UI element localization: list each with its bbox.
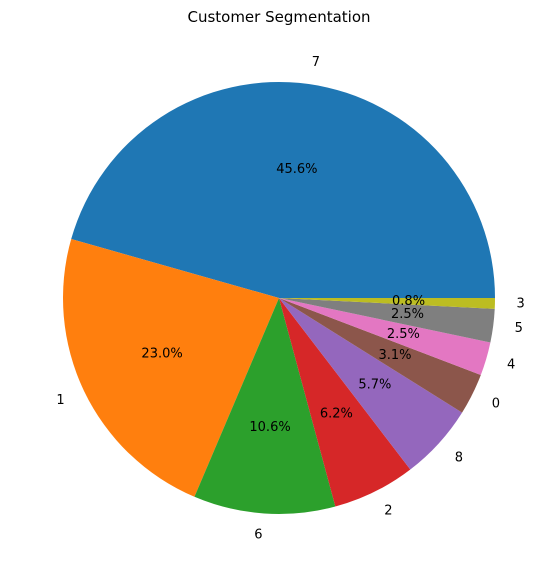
- pie-slice-5: [279, 298, 495, 343]
- slice-label-8: 8: [455, 450, 463, 465]
- slice-label-3: 3: [517, 296, 525, 311]
- slice-percent-2: 6.2%: [320, 407, 353, 422]
- pie-slice-3: [279, 298, 495, 309]
- slice-label-0: 0: [492, 396, 500, 411]
- pie-slice-0: [279, 298, 481, 413]
- slice-percent-8: 5.7%: [358, 378, 391, 393]
- pie-slice-2: [279, 298, 411, 507]
- slice-label-1: 1: [56, 393, 64, 408]
- pie-slices: [63, 81, 495, 515]
- pie-slice-1: [63, 239, 279, 497]
- slice-percent-1: 23.0%: [141, 346, 182, 361]
- pie-labels: 7 45.6% 1 23.0% 6 10.6% 2 6.2% 8 5.7% 0 3.1% 4 2.5% 5 2…: [56, 55, 524, 542]
- slice-percent-6: 10.6%: [249, 420, 290, 435]
- slice-label-7: 7: [312, 55, 320, 70]
- slice-label-6: 6: [254, 528, 262, 543]
- slice-percent-5: 2.5%: [391, 307, 424, 322]
- pie-slice-8: [279, 298, 463, 470]
- pie-slice-7: [71, 81, 495, 298]
- slice-percent-3: 0.8%: [392, 294, 425, 309]
- pie-slice-6: [194, 298, 336, 515]
- slice-label-4: 4: [507, 358, 515, 373]
- slice-percent-0: 3.1%: [379, 348, 412, 363]
- chart-title: Customer Segmentation: [187, 8, 370, 26]
- slice-label-2: 2: [384, 504, 392, 519]
- slice-percent-7: 45.6%: [276, 162, 317, 177]
- slice-label-5: 5: [515, 321, 523, 336]
- pie-slice-4: [279, 298, 491, 375]
- slice-percent-4: 2.5%: [387, 327, 420, 342]
